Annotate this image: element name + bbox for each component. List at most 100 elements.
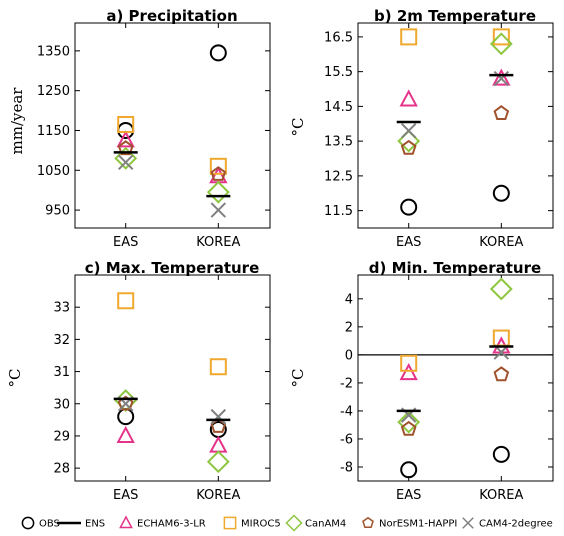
plot-layer: 28 29 30 31 32 33 EAS KOREA (53, 275, 270, 503)
y-tick-label: 28 (53, 462, 70, 477)
point-echam-eas (116, 130, 135, 148)
legend-label: ENS (85, 519, 105, 530)
point-miroc5-eas (117, 292, 135, 310)
panel-precipitation: a) Precipitation mm/year 950 1050 1150 1250… (8, 7, 271, 250)
y-axis-label: mm/year (8, 87, 26, 155)
point-canam4-eas (114, 389, 138, 412)
point-miroc5-korea (209, 157, 227, 175)
legend-marker (119, 515, 133, 529)
legend-marker (285, 514, 303, 532)
point-miroc5-eas (400, 354, 418, 372)
panel-min-temperature: d) Min. Temperature °C -8 -6 -4 -2 0 2 4 EAS KOR… (289, 259, 554, 503)
legend-marker (223, 516, 237, 530)
y-tick-label: 12.5 (324, 169, 353, 184)
point-noresm-eas (117, 140, 134, 156)
legend-item-obs: OBS (21, 516, 60, 530)
y-axis-label: °C (289, 369, 307, 388)
legend-item-canam4: CanAM4 (285, 514, 346, 532)
panel-2m-temperature: b) 2m Temperature °C 11.5 12.5 13.5 14.5 15.… (289, 7, 554, 250)
point-canam4-eas (397, 410, 421, 434)
point-echam-korea (209, 435, 228, 453)
y-tick-label: 29 (53, 429, 70, 444)
point-noresm-eas (117, 395, 134, 411)
y-tick-label: 1150 (37, 124, 70, 139)
point-obs-korea (492, 445, 510, 463)
y-tick-label: 1350 (37, 44, 70, 59)
y-axis-label: °C (6, 369, 24, 388)
panel-title: c) Max. Temperature (85, 259, 260, 277)
x-tick-label: KOREA (196, 488, 240, 503)
y-tick-label: 16.5 (324, 30, 353, 45)
y-tick-label: -6 (340, 432, 353, 447)
plot-frame (357, 274, 554, 482)
point-miroc5-eas (400, 28, 418, 46)
x-tick-label: KOREA (196, 235, 240, 250)
point-echam-eas (399, 362, 418, 381)
panel-title: d) Min. Temperature (369, 259, 541, 277)
y-tick-label: 32 (53, 333, 70, 348)
point-obs-korea (492, 184, 510, 202)
legend-item-cam4: CAM4-2degree (462, 517, 553, 530)
y-tick-label: 11.5 (324, 204, 353, 219)
plot-frame (74, 22, 271, 229)
point-echam-eas (399, 89, 418, 107)
legend-label: CAM4-2degree (479, 519, 553, 530)
point-canam4-korea (489, 277, 513, 301)
legend-label: MIROC5 (241, 519, 281, 530)
legend-item-echam: ECHAM6-3-LR (119, 515, 206, 530)
y-axis-label: °C (289, 118, 307, 137)
panel-title: b) 2m Temperature (374, 7, 536, 25)
point-echam-korea (492, 68, 511, 86)
point-noresm-korea (493, 366, 510, 382)
point-obs-eas (400, 198, 418, 216)
legend-marker (21, 516, 35, 530)
point-cam4-korea (210, 202, 227, 218)
legend-label: NorESM1-HAPPI (379, 519, 457, 530)
point-miroc5-korea (209, 358, 227, 376)
legend-label: OBS (39, 519, 60, 530)
legend: OBS ENS ECHAM6-3-LR MIROC5 CanAM4 NorESM1-HAP… (21, 514, 553, 532)
point-miroc5-eas (117, 116, 135, 134)
y-tick-label: 33 (53, 301, 70, 316)
legend-item-ens: ENS (57, 519, 105, 530)
point-noresm-korea (210, 166, 227, 181)
y-tick-label: 31 (53, 365, 70, 380)
plot-layer: -8 -6 -4 -2 0 2 4 EAS KOREA (340, 275, 553, 503)
plot-layer: 950 1050 1150 1250 1350 EAS KOREA (37, 23, 270, 250)
plot-frame (74, 274, 271, 482)
point-cam4-eas (117, 154, 134, 171)
point-canam4-korea (489, 32, 513, 56)
legend-item-noresm: NorESM1-HAPPI (362, 516, 457, 530)
x-tick-label: KOREA (479, 488, 523, 503)
x-tick-label: EAS (396, 235, 421, 250)
y-tick-label: 13.5 (324, 135, 353, 150)
y-tick-label: 14.5 (324, 100, 353, 115)
x-tick-label: EAS (113, 488, 138, 503)
y-tick-label: -4 (340, 404, 353, 419)
point-canam4-korea (206, 450, 230, 474)
y-tick-label: 1250 (37, 84, 70, 99)
point-miroc5-korea (492, 28, 510, 46)
point-cam4-korea (210, 408, 227, 425)
x-tick-label: EAS (113, 235, 138, 250)
y-tick-label: 2 (345, 320, 353, 335)
y-tick-label: 15.5 (324, 65, 353, 80)
point-noresm-eas (400, 139, 417, 155)
x-tick-label: KOREA (479, 235, 523, 250)
point-canam4-korea (206, 180, 230, 204)
point-noresm-eas (400, 420, 417, 436)
y-tick-label: 30 (53, 397, 70, 412)
legend-marker (462, 517, 474, 529)
legend-item-miroc5: MIROC5 (223, 516, 281, 530)
y-tick-label: 0 (345, 348, 353, 363)
y-tick-label: 4 (345, 292, 353, 307)
point-echam-eas (116, 425, 135, 443)
legend-label: ECHAM6-3-LR (137, 519, 206, 530)
y-tick-label: -2 (340, 376, 353, 391)
panel-title: a) Precipitation (106, 7, 237, 25)
y-tick-label: 1050 (37, 164, 70, 179)
plot-layer: 11.5 12.5 13.5 14.5 15.5 16.5 EAS KOREA (324, 23, 553, 250)
y-tick-label: 950 (45, 204, 70, 219)
point-noresm-korea (493, 105, 510, 120)
